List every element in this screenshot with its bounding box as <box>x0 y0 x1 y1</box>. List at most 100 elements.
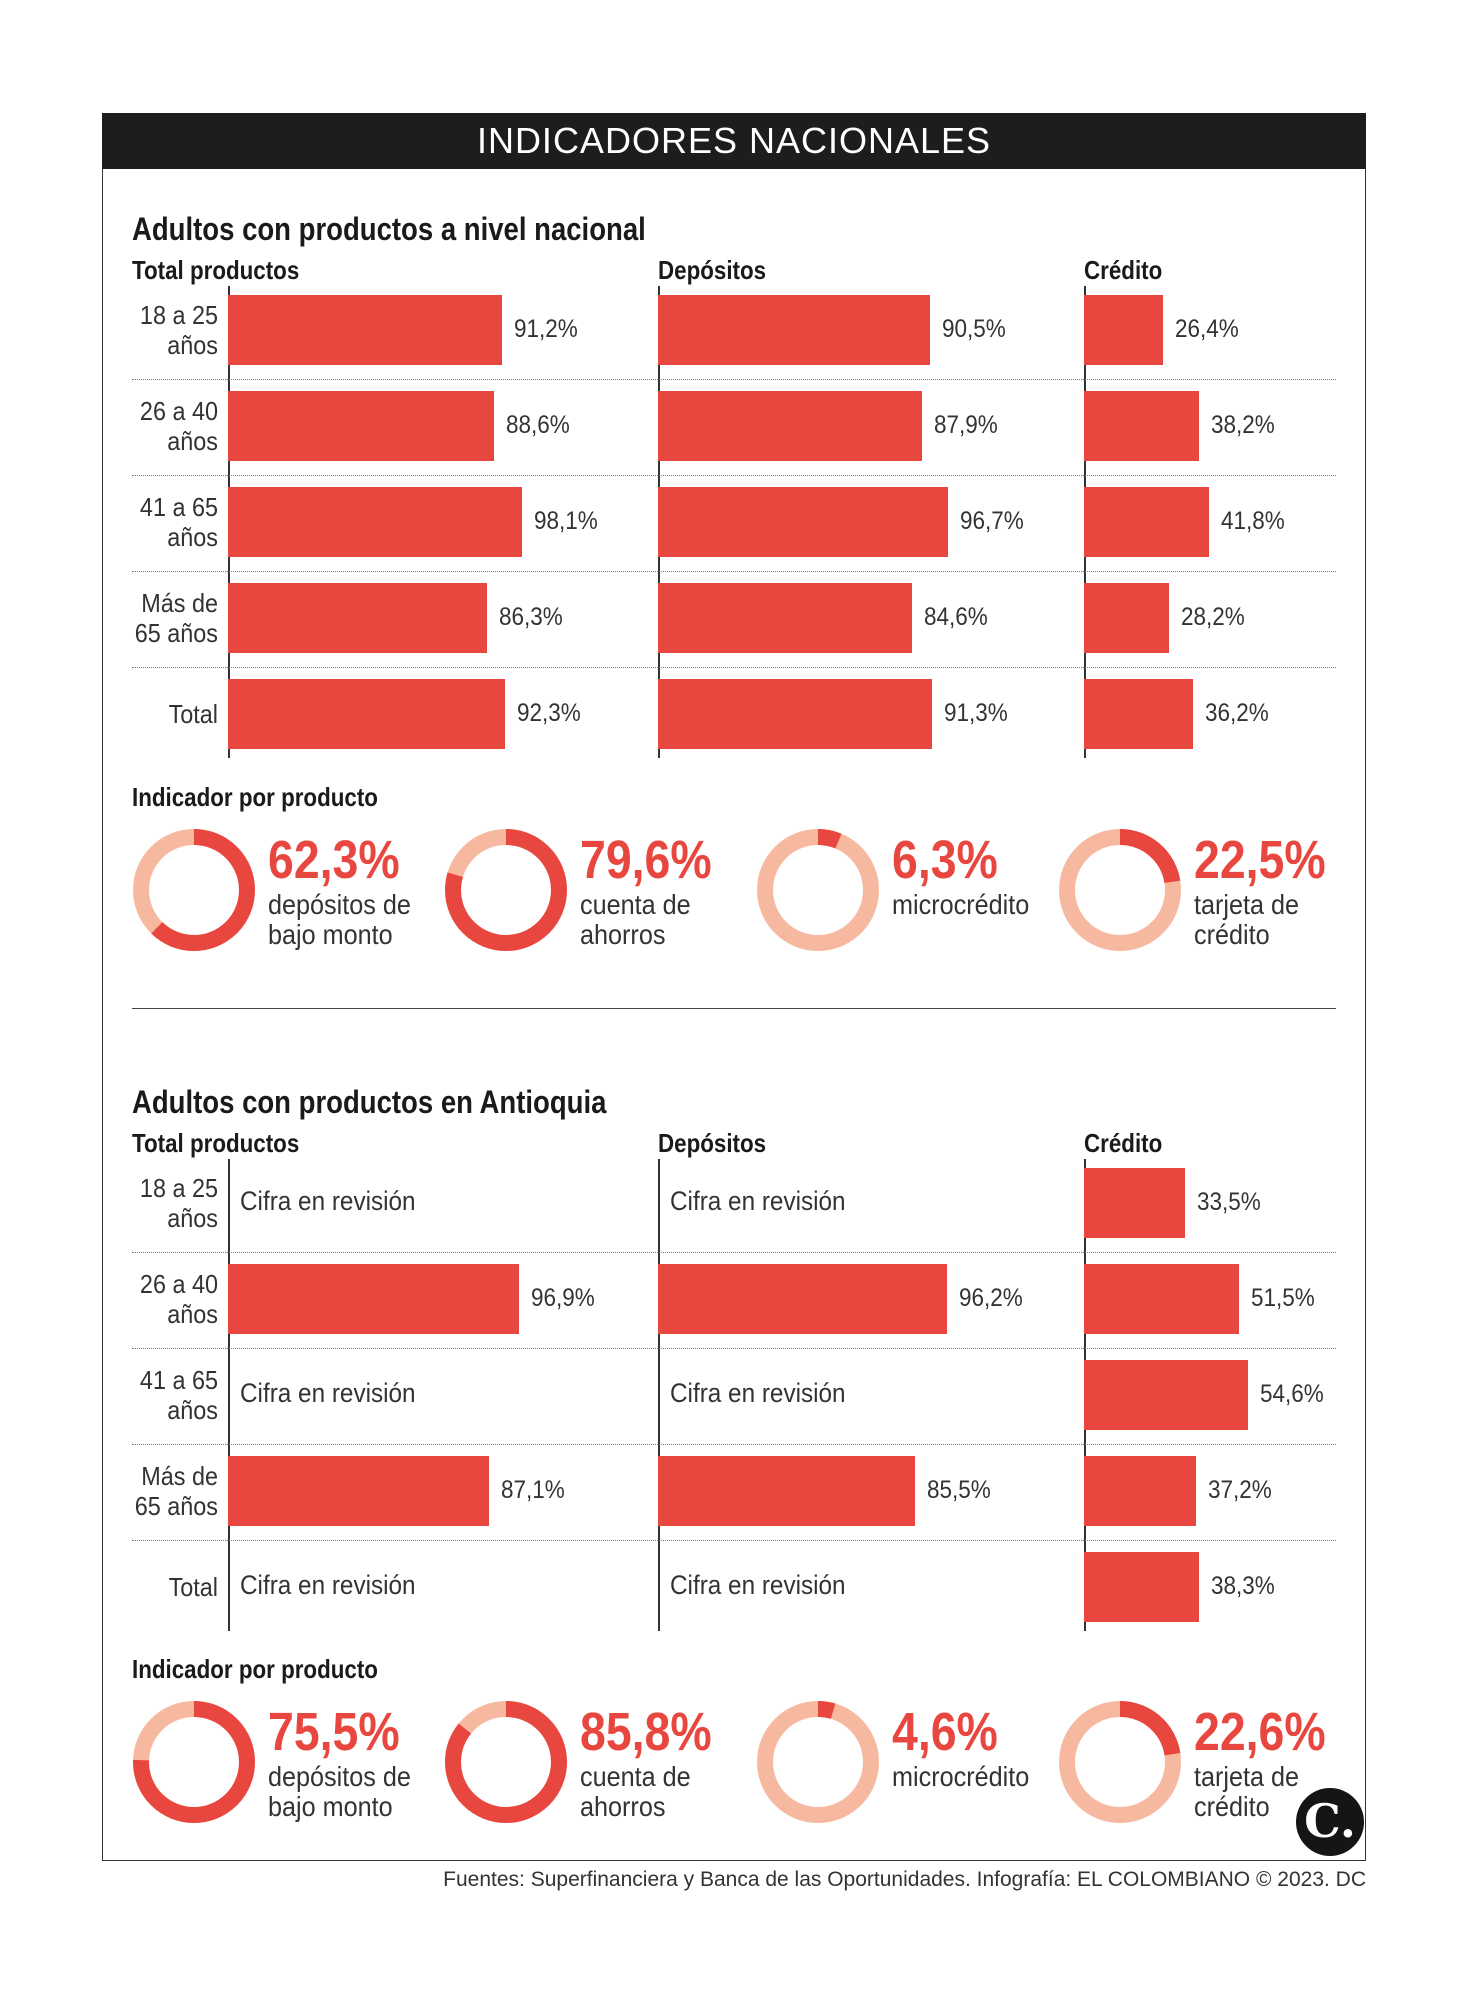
national-bar <box>228 679 505 749</box>
antioquia-product-donut-percent: 22,6% <box>1194 1702 1326 1762</box>
antioquia-bar <box>1084 1168 1185 1238</box>
antioquia-revision-note: Cifra en revisión <box>670 1378 846 1408</box>
antioquia-product-donut <box>1059 1701 1181 1823</box>
national-bar-value: 91,2% <box>513 315 578 343</box>
national-bar-value: 84,6% <box>923 603 988 631</box>
antioquia-bar <box>658 1264 947 1334</box>
national-bar <box>1084 487 1210 557</box>
national-product-donut-slice <box>445 829 567 951</box>
antioquia-row-label: Más de 65 años <box>134 1461 218 1521</box>
antioquia-row-separator <box>132 1444 1336 1445</box>
antioquia-row-label: 18 a 25 años <box>139 1173 218 1233</box>
national-product-donut-label: depósitos de bajo monto <box>268 889 411 950</box>
antioquia-revision-note: Cifra en revisión <box>670 1186 846 1216</box>
antioquia-row-separator <box>132 1252 1336 1253</box>
antioquia-bar-value: 85,5% <box>926 1476 991 1504</box>
national-bar-value: 28,2% <box>1180 603 1245 631</box>
antioquia-col-head-1: Depósitos <box>658 1128 767 1158</box>
national-product-donut-label: microcrédito <box>892 889 1030 920</box>
national-product-donut-slice <box>133 829 255 951</box>
antioquia-bar <box>228 1264 519 1334</box>
national-bar <box>1084 679 1193 749</box>
national-product-donut-track <box>757 829 879 951</box>
antioquia-bar <box>1084 1264 1239 1334</box>
antioquia-product-donut-track <box>757 1701 879 1823</box>
national-product-donut-label: tarjeta de crédito <box>1194 889 1300 950</box>
antioquia-row-separator <box>132 1348 1336 1349</box>
el-colombiano-logo: C. <box>1296 1788 1364 1856</box>
national-bar <box>228 487 523 557</box>
national-bar-value: 90,5% <box>941 315 1006 343</box>
antioquia-bar <box>228 1456 490 1526</box>
antioquia-bar-value: 51,5% <box>1250 1284 1315 1312</box>
national-row-label: Total <box>168 699 218 729</box>
antioquia-product-donut-label: microcrédito <box>892 1761 1030 1792</box>
antioquia-bar <box>1084 1552 1199 1622</box>
antioquia-product-donut-label: tarjeta de crédito <box>1194 1761 1300 1822</box>
national-product-donut <box>1059 829 1181 951</box>
national-product-donut-label: cuenta de ahorros <box>580 889 691 950</box>
antioquia-product-donut <box>133 1701 255 1823</box>
antioquia-product-donut <box>757 1701 879 1823</box>
national-bar <box>658 679 932 749</box>
antioquia-product-donut-percent: 85,8% <box>580 1702 712 1762</box>
antioquia-revision-note: Cifra en revisión <box>240 1186 416 1216</box>
national-bar <box>658 487 949 557</box>
national-bar-value: 86,3% <box>498 603 563 631</box>
national-product-donut <box>445 829 567 951</box>
national-bar-value: 98,1% <box>534 507 599 535</box>
national-bar-value: 92,3% <box>516 699 581 727</box>
page-header: INDICADORES NACIONALES <box>102 113 1366 169</box>
antioquia-col-head-2: Crédito <box>1084 1128 1163 1158</box>
national-col-head-0: Total productos <box>132 255 300 285</box>
antioquia-revision-note: Cifra en revisión <box>670 1570 846 1600</box>
national-bar <box>1084 391 1199 461</box>
national-bar-value: 88,6% <box>505 411 570 439</box>
national-row-separator <box>132 475 1336 476</box>
national-product-donut-percent: 6,3% <box>892 830 998 890</box>
national-bar-value: 36,2% <box>1204 699 1269 727</box>
national-product-donut-percent: 79,6% <box>580 830 712 890</box>
antioquia-bar-value: 54,6% <box>1259 1380 1324 1408</box>
section-divider <box>132 1008 1336 1009</box>
antioquia-row-label: 41 a 65 años <box>139 1365 218 1425</box>
antioquia-product-donut-slice <box>1059 1701 1181 1823</box>
national-col-head-1: Depósitos <box>658 255 767 285</box>
national-row-separator <box>132 667 1336 668</box>
national-product-donut-slice <box>1059 829 1181 951</box>
national-row-label: Más de 65 años <box>134 588 218 648</box>
antioquia-revision-note: Cifra en revisión <box>240 1378 416 1408</box>
antioquia-product-subtitle: Indicador por producto <box>132 1654 378 1684</box>
antioquia-bar <box>1084 1360 1248 1430</box>
antioquia-bar-value: 96,2% <box>958 1284 1023 1312</box>
national-col-head-2: Crédito <box>1084 255 1163 285</box>
antioquia-product-donut-slice <box>445 1701 567 1823</box>
national-product-donut <box>757 829 879 951</box>
antioquia-product-donut-slice <box>133 1701 255 1823</box>
national-bar-value: 26,4% <box>1175 315 1239 343</box>
antioquia-bar-value: 96,9% <box>530 1284 595 1312</box>
national-bar <box>228 295 502 365</box>
national-row-label: 41 a 65 años <box>139 492 218 552</box>
national-row-separator <box>132 571 1336 572</box>
antioquia-col-head-0: Total productos <box>132 1128 300 1158</box>
antioquia-bar-value: 87,1% <box>501 1476 566 1504</box>
antioquia-bar <box>658 1456 915 1526</box>
national-bar <box>228 391 494 461</box>
national-product-donut <box>133 829 255 951</box>
national-product-subtitle: Indicador por producto <box>132 782 378 812</box>
antioquia-product-donut-label: depósitos de bajo monto <box>268 1761 411 1822</box>
national-product-donut-slice <box>757 829 879 951</box>
national-bar-value: 38,2% <box>1210 411 1275 439</box>
antioquia-product-donut-label: cuenta de ahorros <box>580 1761 691 1822</box>
national-bar-value: 41,8% <box>1221 507 1286 535</box>
antioquia-bar <box>1084 1456 1196 1526</box>
source-footer: Fuentes: Superfinanciera y Banca de las … <box>443 1868 1366 1891</box>
national-row-label: 26 a 40 años <box>139 396 218 456</box>
national-row-separator <box>132 379 1336 380</box>
national-row-label: 18 a 25 años <box>139 300 218 360</box>
national-bar <box>1084 583 1169 653</box>
infographic-frame <box>102 113 1366 1861</box>
national-bar-value: 87,9% <box>933 411 998 439</box>
antioquia-product-donut-percent: 4,6% <box>892 1702 998 1762</box>
